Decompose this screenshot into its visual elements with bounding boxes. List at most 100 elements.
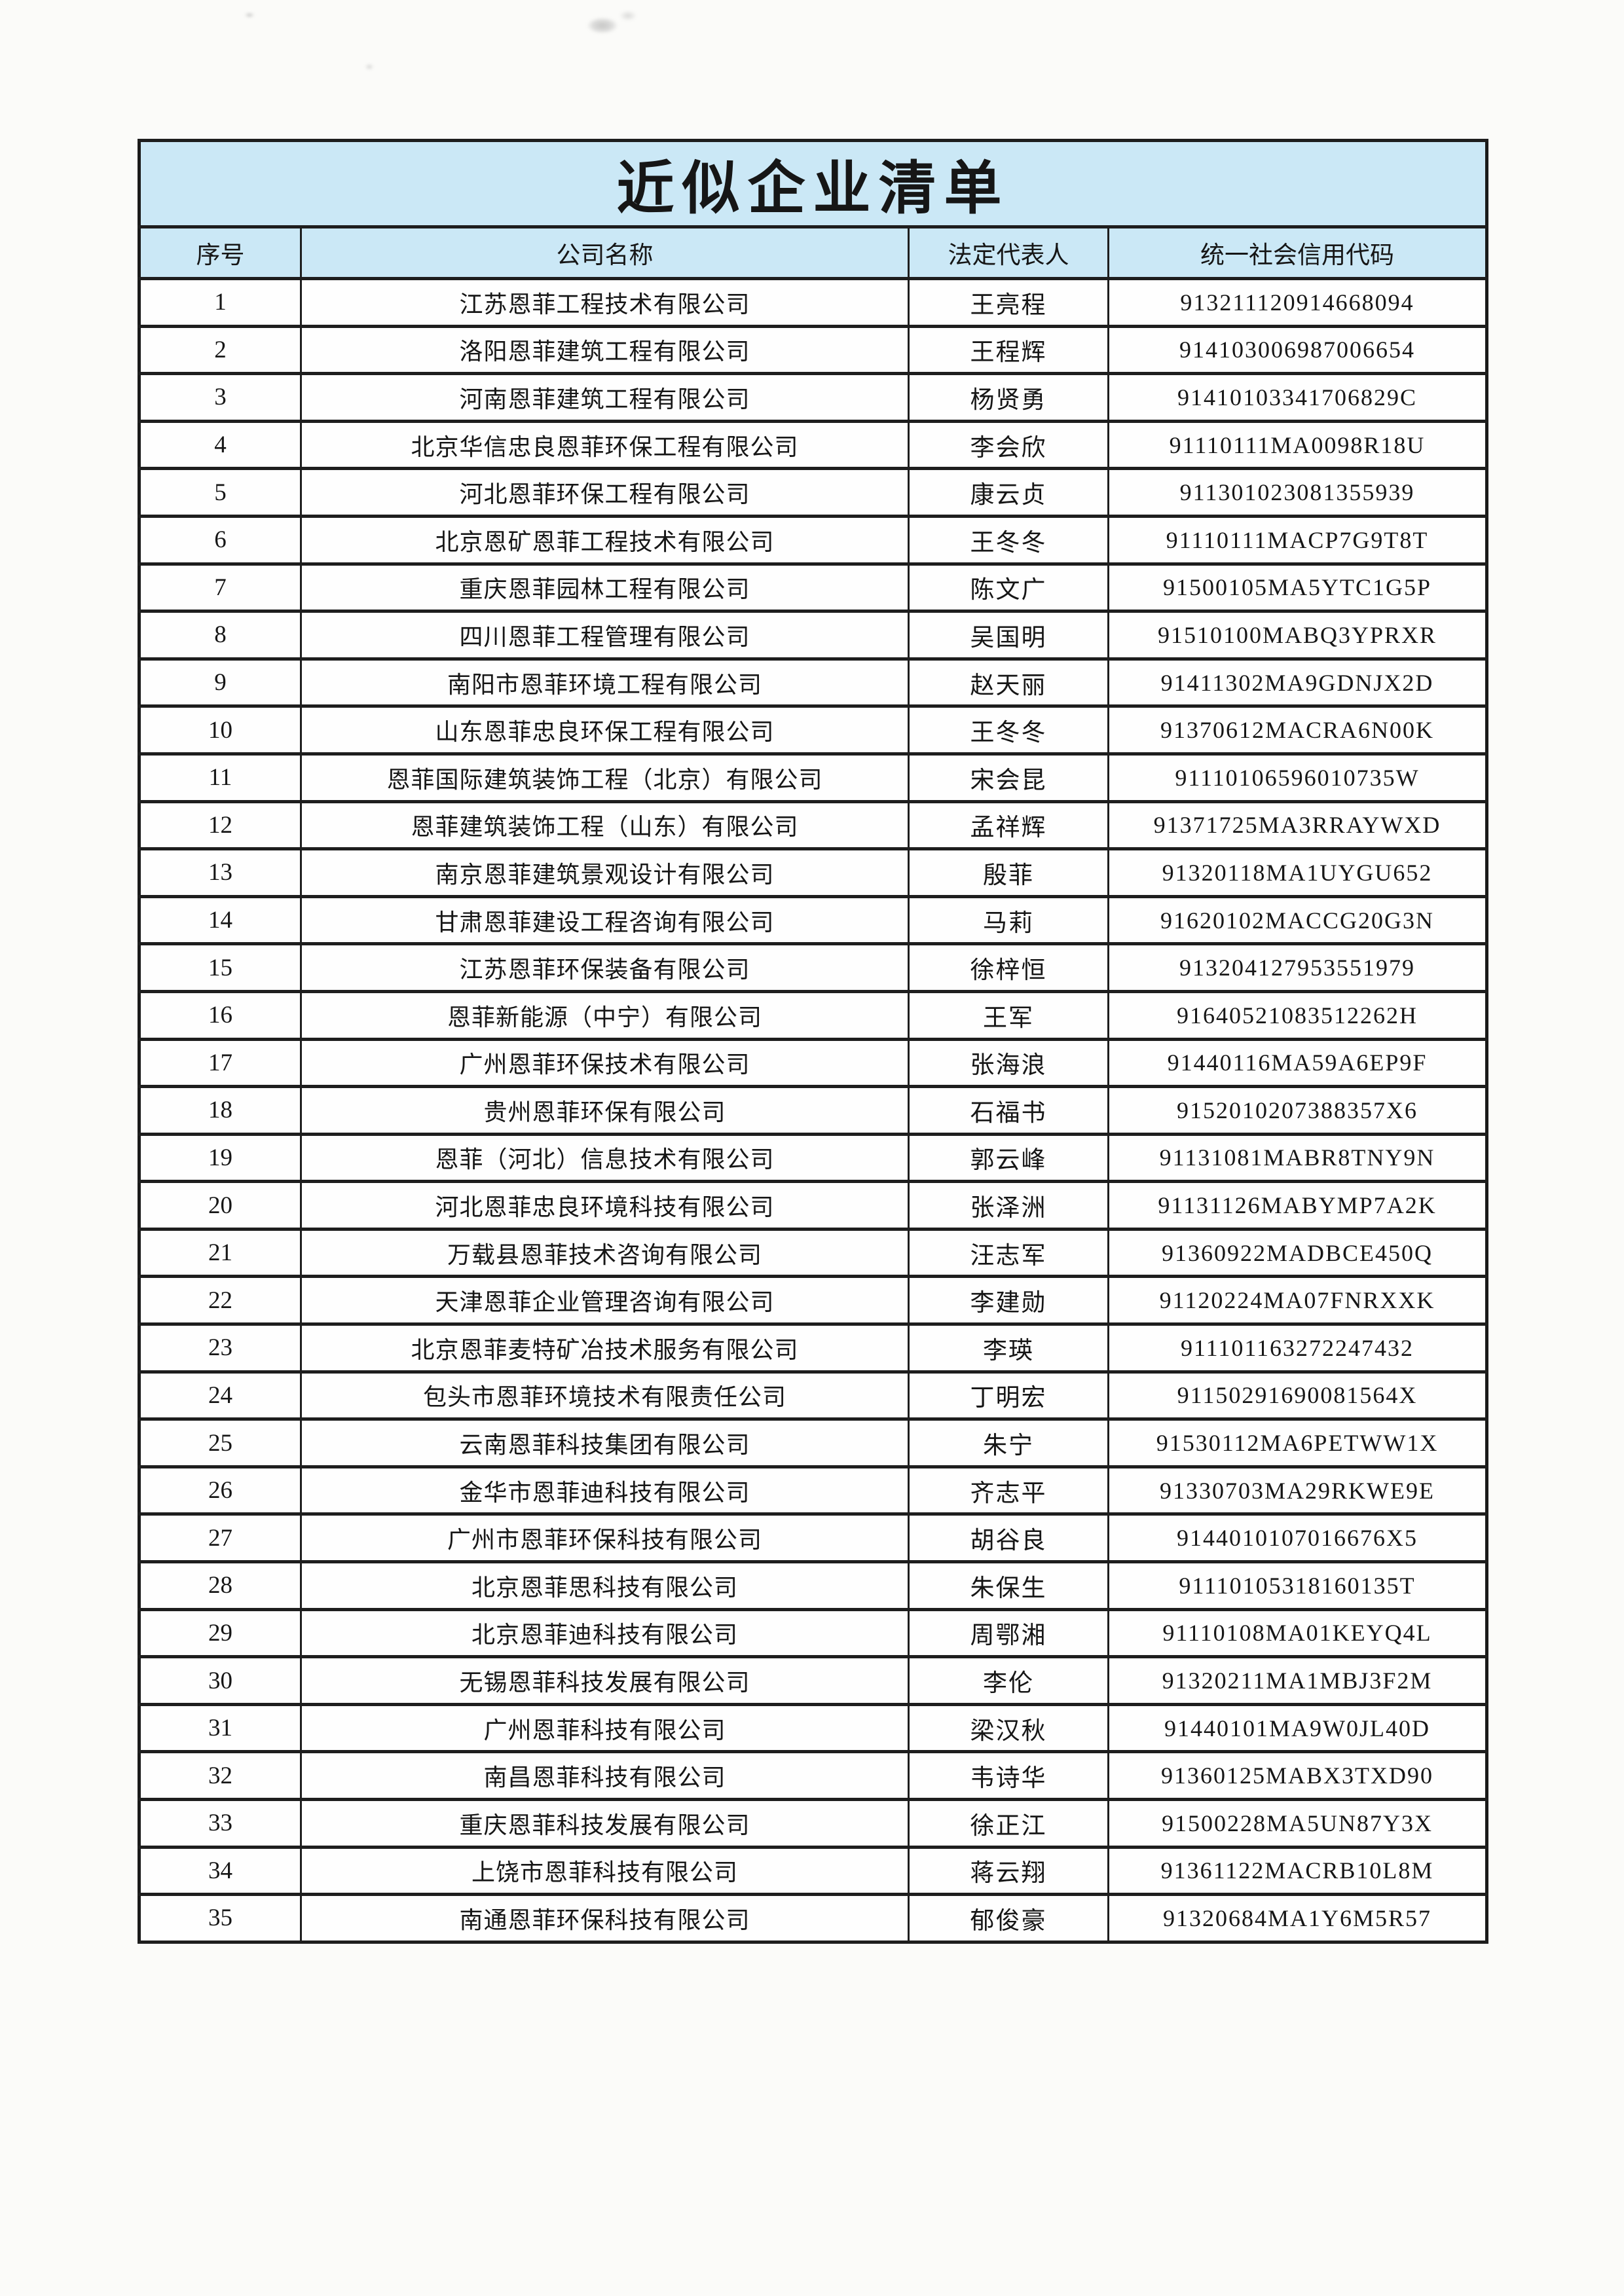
table-row: 22 天津恩菲企业管理咨询有限公司 李建勋 91120224MA07FNRXXK xyxy=(138,1275,1488,1326)
cell-credit-code: 91110105318160135T xyxy=(1107,1560,1488,1611)
cell-company-name: 山东恩菲忠良环保工程有限公司 xyxy=(300,704,910,756)
cell-company-name: 重庆恩菲园林工程有限公司 xyxy=(300,562,910,613)
table-row: 24 包头市恩菲环境技术有限责任公司 丁明宏 91150291690081564… xyxy=(138,1370,1488,1421)
page-title: 近似企业清单 xyxy=(138,139,1488,228)
table-row: 25 云南恩菲科技集团有限公司 朱宁 91530112MA6PETWW1X xyxy=(138,1417,1488,1468)
scan-smudge xyxy=(364,63,375,71)
table-row: 29 北京恩菲迪科技有限公司 周鄂湘 91110108MA01KEYQ4L xyxy=(138,1607,1488,1659)
cell-credit-code: 91110108MA01KEYQ4L xyxy=(1107,1607,1488,1659)
scan-smudge xyxy=(244,12,255,18)
cell-company-name: 南阳市恩菲环境工程有限公司 xyxy=(300,657,910,708)
cell-company-name: 上饶市恩菲科技有限公司 xyxy=(300,1845,910,1897)
cell-company-name: 万载县恩菲技术咨询有限公司 xyxy=(300,1227,910,1279)
cell-credit-code: 91361122MACRB10L8M xyxy=(1107,1845,1488,1897)
cell-credit-code: 91371725MA3RRAYWXD xyxy=(1107,799,1488,851)
cell-company-name: 广州恩菲环保技术有限公司 xyxy=(300,1037,910,1089)
cell-credit-code: 91110111MACP7G9T8T xyxy=(1107,514,1488,566)
table-row: 13 南京恩菲建筑景观设计有限公司 殷菲 91320118MA1UYGU652 xyxy=(138,847,1488,898)
cell-company-name: 天津恩菲企业管理咨询有限公司 xyxy=(300,1275,910,1326)
cell-company-name: 广州市恩菲环保科技有限公司 xyxy=(300,1512,910,1564)
similar-companies-table: 近似企业清单 序号 公司名称 法定代表人 统一社会信用代码 1 江苏恩菲工程技术… xyxy=(138,139,1489,1944)
cell-credit-code: 91411302MA9GDNJX2D xyxy=(1107,657,1488,708)
cell-credit-code: 911301023081355939 xyxy=(1107,467,1488,518)
cell-legal-rep: 李伦 xyxy=(908,1655,1109,1706)
cell-legal-rep: 王程辉 xyxy=(908,324,1109,376)
cell-serial-number: 2 xyxy=(138,324,302,376)
cell-serial-number: 12 xyxy=(138,799,302,851)
table-row: 5 河北恩菲环保工程有限公司 康云贞 911301023081355939 xyxy=(138,467,1488,518)
cell-credit-code: 91370612MACRA6N00K xyxy=(1107,704,1488,756)
cell-legal-rep: 张海浪 xyxy=(908,1037,1109,1089)
cell-serial-number: 24 xyxy=(138,1370,302,1421)
cell-credit-code: 91500105MA5YTC1G5P xyxy=(1107,562,1488,613)
cell-company-name: 重庆恩菲科技发展有限公司 xyxy=(300,1798,910,1849)
scan-smudge xyxy=(581,14,623,37)
cell-company-name: 无锡恩菲科技发展有限公司 xyxy=(300,1655,910,1706)
cell-serial-number: 16 xyxy=(138,989,302,1041)
table-header-row: 序号 公司名称 法定代表人 统一社会信用代码 xyxy=(138,225,1488,280)
table-row: 14 甘肃恩菲建设工程咨询有限公司 马莉 91620102MACCG20G3N xyxy=(138,894,1488,946)
cell-credit-code: 9152010207388357X6 xyxy=(1107,1085,1488,1136)
cell-company-name: 北京华信忠良恩菲环保工程有限公司 xyxy=(300,419,910,471)
cell-legal-rep: 梁汉秋 xyxy=(908,1702,1109,1754)
cell-serial-number: 9 xyxy=(138,657,302,708)
cell-serial-number: 18 xyxy=(138,1085,302,1136)
cell-company-name: 北京恩矿恩菲工程技术有限公司 xyxy=(300,514,910,566)
cell-credit-code: 913211120914668094 xyxy=(1107,277,1488,328)
cell-serial-number: 10 xyxy=(138,704,302,756)
cell-company-name: 河南恩菲建筑工程有限公司 xyxy=(300,372,910,423)
cell-serial-number: 13 xyxy=(138,847,302,898)
cell-serial-number: 6 xyxy=(138,514,302,566)
cell-credit-code: 91150291690081564X xyxy=(1107,1370,1488,1421)
table-row: 16 恩菲新能源（中宁）有限公司 王军 91640521083512262H xyxy=(138,989,1488,1041)
cell-credit-code: 91320118MA1UYGU652 xyxy=(1107,847,1488,898)
column-header-legal-rep: 法定代表人 xyxy=(908,225,1109,280)
cell-company-name: 洛阳恩菲建筑工程有限公司 xyxy=(300,324,910,376)
cell-company-name: 南昌恩菲科技有限公司 xyxy=(300,1750,910,1801)
table-row: 7 重庆恩菲园林工程有限公司 陈文广 91500105MA5YTC1G5P xyxy=(138,562,1488,613)
cell-company-name: 北京恩菲迪科技有限公司 xyxy=(300,1607,910,1659)
table-title-row: 近似企业清单 xyxy=(138,139,1488,228)
table-row: 23 北京恩菲麦特矿冶技术服务有限公司 李瑛 91110116327224743… xyxy=(138,1322,1488,1374)
column-header-credit-code: 统一社会信用代码 xyxy=(1107,225,1488,280)
table-row: 35 南通恩菲环保科技有限公司 郁俊豪 91320684MA1Y6M5R57 xyxy=(138,1893,1488,1944)
cell-legal-rep: 陈文广 xyxy=(908,562,1109,613)
cell-company-name: 恩菲国际建筑装饰工程（北京）有限公司 xyxy=(300,752,910,803)
cell-credit-code: 91110106596010735W xyxy=(1107,752,1488,803)
table-row: 20 河北恩菲忠良环境科技有限公司 张泽洲 91131126MABYMP7A2K xyxy=(138,1180,1488,1231)
cell-legal-rep: 赵天丽 xyxy=(908,657,1109,708)
cell-company-name: 广州恩菲科技有限公司 xyxy=(300,1702,910,1754)
table-row: 3 河南恩菲建筑工程有限公司 杨贤勇 91410103341706829C xyxy=(138,372,1488,423)
cell-legal-rep: 徐梓恒 xyxy=(908,942,1109,993)
cell-credit-code: 91360125MABX3TXD90 xyxy=(1107,1750,1488,1801)
cell-company-name: 包头市恩菲环境技术有限责任公司 xyxy=(300,1370,910,1421)
cell-company-name: 四川恩菲工程管理有限公司 xyxy=(300,610,910,661)
cell-credit-code: 91120224MA07FNRXXK xyxy=(1107,1275,1488,1326)
cell-legal-rep: 胡谷良 xyxy=(908,1512,1109,1564)
cell-company-name: 河北恩菲忠良环境科技有限公司 xyxy=(300,1180,910,1231)
cell-company-name: 金华市恩菲迪科技有限公司 xyxy=(300,1465,910,1516)
table-row: 4 北京华信忠良恩菲环保工程有限公司 李会欣 91110111MA0098R18… xyxy=(138,419,1488,471)
cell-legal-rep: 郭云峰 xyxy=(908,1132,1109,1184)
cell-serial-number: 8 xyxy=(138,610,302,661)
cell-company-name: 贵州恩菲环保有限公司 xyxy=(300,1085,910,1136)
table-row: 32 南昌恩菲科技有限公司 韦诗华 91360125MABX3TXD90 xyxy=(138,1750,1488,1801)
cell-credit-code: 91620102MACCG20G3N xyxy=(1107,894,1488,946)
cell-serial-number: 34 xyxy=(138,1845,302,1897)
cell-legal-rep: 周鄂湘 xyxy=(908,1607,1109,1659)
cell-serial-number: 29 xyxy=(138,1607,302,1659)
cell-legal-rep: 朱宁 xyxy=(908,1417,1109,1468)
cell-company-name: 甘肃恩菲建设工程咨询有限公司 xyxy=(300,894,910,946)
cell-company-name: 恩菲建筑装饰工程（山东）有限公司 xyxy=(300,799,910,851)
table-row: 2 洛阳恩菲建筑工程有限公司 王程辉 914103006987006654 xyxy=(138,324,1488,376)
cell-serial-number: 31 xyxy=(138,1702,302,1754)
cell-company-name: 恩菲新能源（中宁）有限公司 xyxy=(300,989,910,1041)
column-header-serial: 序号 xyxy=(138,225,302,280)
cell-legal-rep: 郁俊豪 xyxy=(908,1893,1109,1944)
table-row: 31 广州恩菲科技有限公司 梁汉秋 91440101MA9W0JL40D xyxy=(138,1702,1488,1754)
cell-serial-number: 33 xyxy=(138,1798,302,1849)
cell-serial-number: 4 xyxy=(138,419,302,471)
cell-credit-code: 91320684MA1Y6M5R57 xyxy=(1107,1893,1488,1944)
cell-credit-code: 91410103341706829C xyxy=(1107,372,1488,423)
cell-company-name: 北京恩菲麦特矿冶技术服务有限公司 xyxy=(300,1322,910,1374)
